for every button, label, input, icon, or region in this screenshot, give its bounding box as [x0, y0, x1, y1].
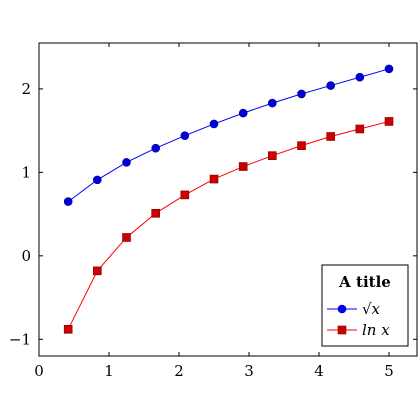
data-point-sqrt: [209, 119, 219, 129]
x-tick-label: 5: [384, 362, 394, 380]
data-point-ln: [122, 233, 131, 242]
data-point-sqrt: [355, 72, 365, 82]
legend-box: [321, 264, 409, 347]
data-point-sqrt: [238, 108, 248, 118]
data-point-sqrt: [268, 98, 277, 108]
data-point-ln: [93, 266, 102, 276]
data-point-ln: [326, 132, 335, 141]
legend-marker-ln: [337, 325, 347, 335]
data-point-ln: [238, 162, 248, 171]
x-tick-label: 1: [104, 362, 114, 380]
y-tick-label: 1: [21, 163, 31, 181]
y-tick-label: 0: [21, 247, 31, 265]
data-point-sqrt: [122, 158, 131, 167]
series-layer: [63, 64, 394, 334]
y-tick-label: 2: [21, 80, 31, 98]
legend-label-sqrt: √x: [362, 300, 381, 318]
x-tick-label: 4: [314, 362, 324, 380]
data-point-ln: [268, 151, 277, 160]
data-point-ln: [384, 117, 394, 126]
data-point-sqrt: [297, 89, 306, 99]
plot-frame: [38, 42, 418, 357]
data-point-sqrt: [384, 64, 394, 74]
x-tick-label: 3: [244, 362, 254, 380]
x-tick-label: 2: [174, 362, 184, 380]
y-tick-label: −1: [9, 330, 31, 348]
legend: A title √x ln x: [321, 264, 409, 347]
legend-label-ln: ln x: [362, 321, 390, 339]
data-point-ln: [297, 141, 306, 150]
data-point-sqrt: [151, 143, 160, 153]
data-point-ln: [180, 190, 190, 200]
series-line-sqrt: [67, 68, 390, 202]
series-line-ln: [67, 120, 390, 330]
data-point-ln: [355, 124, 365, 134]
x-tick-label: 0: [34, 362, 44, 380]
data-point-ln: [209, 174, 219, 184]
legend-marker-sqrt: [337, 304, 347, 314]
data-point-ln: [63, 324, 73, 334]
data-point-sqrt: [180, 131, 190, 140]
legend-title: A title: [338, 273, 391, 291]
data-point-sqrt: [326, 81, 335, 90]
data-point-ln: [151, 208, 160, 218]
data-point-sqrt: [63, 197, 73, 206]
data-point-sqrt: [93, 175, 102, 185]
